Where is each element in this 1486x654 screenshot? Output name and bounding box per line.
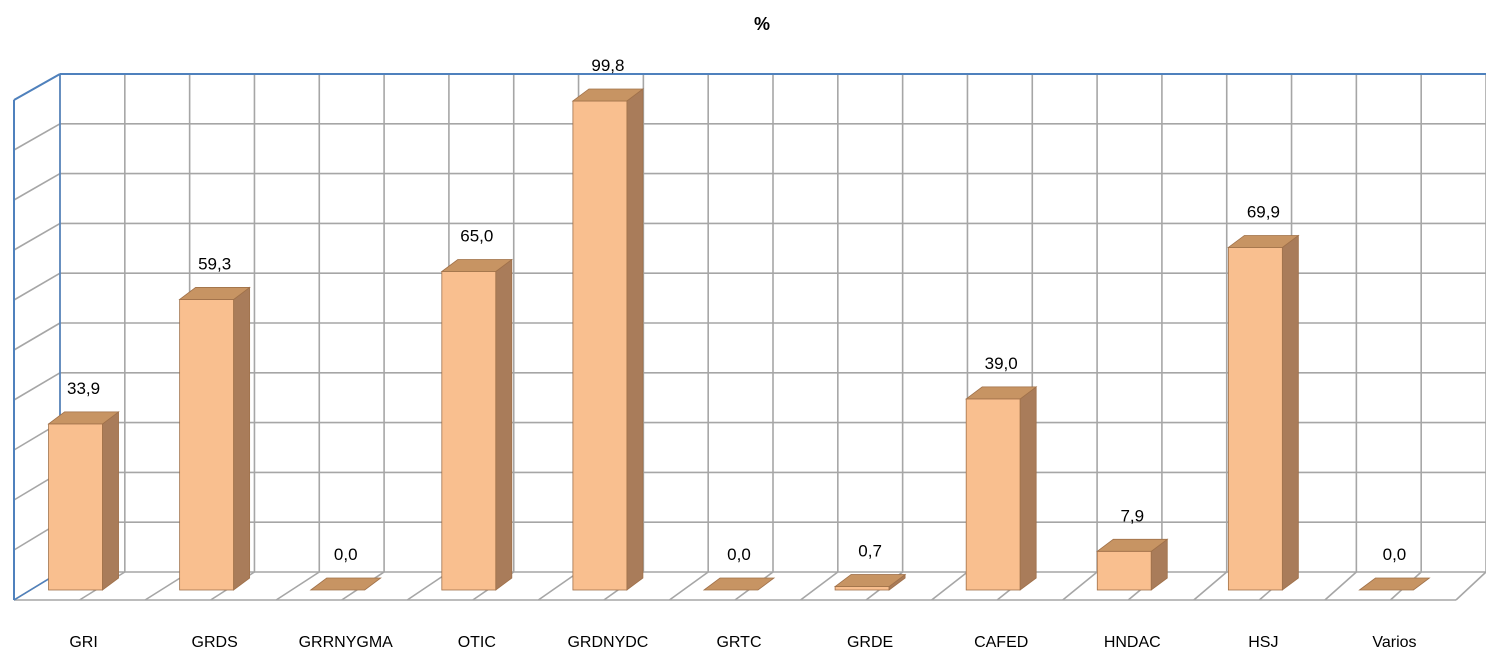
x-tick-labels: GRI GRDS GRRNYGMA OTIC GRDNYDC GRTC GRDE CAFED H… — [69, 634, 1416, 651]
axis-top-edge — [13, 73, 61, 101]
bar-front — [441, 271, 497, 591]
bar-top — [1096, 538, 1169, 552]
bar-HSJ — [1227, 234, 1300, 591]
gridline-floor — [668, 571, 709, 601]
bar-side — [626, 88, 644, 591]
bar-top — [964, 386, 1038, 400]
bar-front — [1227, 247, 1283, 591]
bar-side — [1281, 234, 1299, 591]
bar-top — [47, 411, 120, 425]
bar-GRRNYGMA — [309, 577, 382, 591]
bar-GRTC — [702, 577, 776, 591]
x-tick-label: HNDAC — [1104, 634, 1161, 651]
bar-top — [309, 577, 382, 591]
bar-front — [572, 100, 628, 591]
bar-front — [1096, 550, 1152, 591]
data-label: 69,9 — [1247, 202, 1280, 221]
x-tick-label: HSJ — [1248, 634, 1278, 651]
bar-top — [702, 577, 776, 591]
x-tick-label: GRDE — [847, 634, 893, 651]
x-tick-label: GRRNYGMA — [299, 634, 394, 651]
chart-bars — [47, 88, 1431, 591]
bar-GRDNYDC — [571, 88, 645, 591]
gridline-floor — [1193, 571, 1228, 601]
data-label: 59,3 — [198, 254, 231, 273]
bar-side — [495, 258, 513, 591]
data-label: 0,0 — [1383, 545, 1407, 564]
bar-top — [833, 574, 907, 587]
x-tick-label: CAFED — [974, 634, 1028, 651]
gridline-side — [13, 222, 61, 251]
bar-GRDE — [833, 573, 907, 591]
data-label: 0,7 — [858, 542, 882, 561]
gridline-side — [13, 372, 61, 401]
data-label: 0,0 — [727, 545, 751, 564]
data-labels: 33,9 59,3 0,0 65,0 99,8 0,0 0,7 39,0 7,9 69,9 0,0 — [67, 56, 1406, 564]
bar-GRDS — [178, 286, 251, 591]
bar-front — [48, 423, 103, 591]
bar-side — [233, 286, 251, 591]
x-tick-label: Varios — [1372, 634, 1416, 651]
gridline-floor — [1062, 571, 1098, 601]
bar-GRI — [47, 411, 120, 591]
data-label: 65,0 — [460, 227, 493, 246]
bar-top — [1227, 235, 1300, 248]
chart-title: % — [754, 14, 770, 34]
bar-CAFED — [964, 386, 1038, 591]
x-tick-label: OTIC — [458, 634, 496, 651]
gridline-side — [13, 322, 61, 351]
data-label: 0,0 — [334, 545, 358, 564]
bar-top — [1358, 577, 1431, 591]
x-tick-label: GRI — [69, 634, 97, 651]
gridline-floor — [1455, 571, 1486, 601]
bar-top — [571, 88, 645, 102]
bar-front — [179, 299, 235, 591]
bar-top — [440, 259, 514, 272]
gridline-side — [13, 123, 61, 151]
bar-front — [965, 398, 1021, 591]
data-label: 7,9 — [1120, 506, 1144, 525]
gridline-floor — [1324, 571, 1357, 601]
bar-side — [1019, 386, 1037, 591]
bar-HNDAC — [1096, 538, 1169, 591]
data-label: 39,0 — [985, 354, 1018, 373]
bar-top — [178, 287, 251, 300]
gridline-side — [13, 272, 61, 301]
gridline-floor — [931, 571, 968, 601]
gridline-floor — [275, 571, 320, 601]
bar-side — [102, 411, 119, 591]
gridline-floor — [537, 571, 580, 601]
bar-OTIC — [440, 258, 514, 591]
x-tick-label: GRDNYDC — [567, 634, 648, 651]
gridline-side — [13, 172, 61, 201]
data-label: 33,9 — [67, 379, 100, 398]
bar-Varios — [1358, 577, 1431, 591]
x-tick-label: GRTC — [716, 634, 761, 651]
x-tick-label: GRDS — [192, 634, 238, 651]
data-label: 99,8 — [591, 56, 624, 75]
gridline-floor — [800, 571, 839, 601]
bar-front — [834, 586, 890, 591]
